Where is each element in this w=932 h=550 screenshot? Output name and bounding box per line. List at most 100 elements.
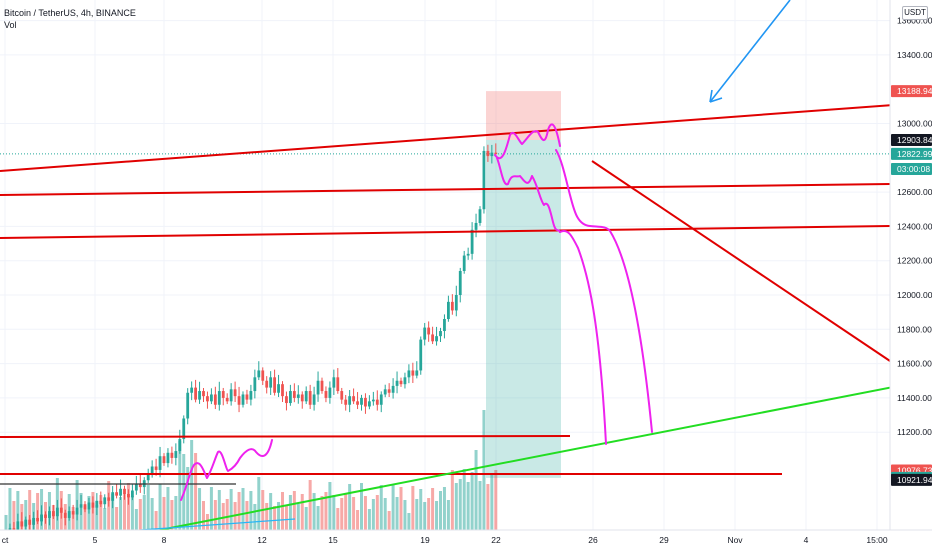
volume-bar-42 xyxy=(170,500,174,530)
descending-trendline xyxy=(591,160,894,364)
candle-body-24 xyxy=(99,500,103,505)
volume-bar-122 xyxy=(486,484,490,530)
volume-bar-117 xyxy=(466,482,470,530)
time-tick-label-10: 4 xyxy=(804,535,809,545)
candle-body-69 xyxy=(277,384,280,393)
candle-body-40 xyxy=(162,456,166,464)
volume-bar-88 xyxy=(352,497,356,530)
price-tags: 13188.94 12903.84 12822.99 03:00:08 10976.73… xyxy=(891,85,932,486)
resistance-line-1 xyxy=(0,183,894,196)
candle-body-78 xyxy=(312,394,316,405)
candle-body-22 xyxy=(91,502,95,508)
candle-body-30 xyxy=(123,488,126,494)
candle-body-107 xyxy=(427,327,431,335)
candle-body-18 xyxy=(75,507,79,515)
candle-body-118 xyxy=(470,229,474,254)
volume-bar-94 xyxy=(375,495,379,530)
candle-body-113 xyxy=(450,301,454,311)
time-axis[interactable]: ct 5 8 12 15 19 22 26 29 Nov 4 15:00 xyxy=(0,529,932,550)
volume-bar-113 xyxy=(450,470,454,530)
volume-indicator-label[interactable]: Vol xyxy=(4,20,17,30)
volume-bar-83 xyxy=(332,495,336,530)
candle-body-119 xyxy=(474,222,478,230)
price-tag-label-1: 12903.84 xyxy=(897,135,932,145)
price-tag-label-0: 13188.94 xyxy=(897,86,932,96)
candle-body-42 xyxy=(170,452,174,458)
volume-bar-71 xyxy=(284,505,288,530)
volume-bar-36 xyxy=(146,485,150,530)
currency-button[interactable]: USDT xyxy=(902,6,928,20)
candle-body-104 xyxy=(415,370,419,376)
candle-body-32 xyxy=(131,490,134,498)
volume-bar-80 xyxy=(320,496,324,530)
volume-bar-59 xyxy=(237,492,241,530)
candle-body-82 xyxy=(328,387,332,398)
price-tag-label-3: 03:00:08 xyxy=(897,164,930,174)
take-profit-zone xyxy=(486,139,561,478)
small-blue-line xyxy=(139,518,296,531)
volume-bar-98 xyxy=(391,484,395,530)
volume-bar-103 xyxy=(411,486,415,530)
candle-body-36 xyxy=(146,473,150,481)
blue-arrow-shaft xyxy=(709,0,791,103)
candle-body-122 xyxy=(486,150,490,157)
candle-body-120 xyxy=(478,209,482,223)
volume-bar-110 xyxy=(439,491,442,530)
candle-body-54 xyxy=(217,391,221,405)
price-axis[interactable]: 13600.00 13400.00 13000.00 12600.00 12400.00… xyxy=(889,0,932,530)
candle-body-61 xyxy=(245,394,249,400)
volume-bar-33 xyxy=(134,509,138,530)
volume-bar-115 xyxy=(458,479,462,530)
candle-body-87 xyxy=(348,396,352,405)
candle-body-77 xyxy=(308,391,312,405)
volume-bar-75 xyxy=(300,494,304,530)
volume-bar-91 xyxy=(363,496,367,530)
volume-bar-3 xyxy=(16,491,20,530)
volume-bar-34 xyxy=(138,499,142,530)
volume-bar-96 xyxy=(383,498,387,530)
candle-body-38 xyxy=(154,466,158,470)
time-tick-label-3: 12 xyxy=(257,535,267,545)
volume-bar-30 xyxy=(123,493,126,530)
candle-body-65 xyxy=(261,370,265,381)
volume-bar-104 xyxy=(415,499,419,530)
candle-body-58 xyxy=(233,389,237,397)
candle-body-50 xyxy=(202,391,205,397)
candle-body-114 xyxy=(454,295,458,311)
candle-body-62 xyxy=(249,391,253,400)
time-tick-label-2: 8 xyxy=(162,535,167,545)
candle-body-72 xyxy=(289,391,292,404)
candle-body-17 xyxy=(71,511,75,515)
candle-body-11 xyxy=(48,511,51,518)
short-position-box[interactable] xyxy=(0,91,890,478)
candle-body-89 xyxy=(356,401,359,405)
candle-body-5 xyxy=(24,519,28,527)
candle-body-103 xyxy=(411,370,415,376)
volume-bar-38 xyxy=(154,511,158,530)
symbol-title[interactable]: Bitcoin / TetherUS, 4h, BINANCE xyxy=(4,8,136,18)
candle-body-97 xyxy=(387,389,391,393)
volume-bar-108 xyxy=(431,488,435,530)
price-tick-label-8: 11600.00 xyxy=(897,359,932,369)
drawings[interactable] xyxy=(0,0,894,531)
price-tick-label-7: 11800.00 xyxy=(897,324,932,334)
volume-bar-67 xyxy=(269,493,273,530)
volume-bar-55 xyxy=(221,503,225,530)
candle-body-74 xyxy=(296,394,300,398)
volume-bar-1 xyxy=(8,488,12,530)
candle-body-83 xyxy=(332,377,336,388)
volume-bar-35 xyxy=(142,495,146,530)
price-tick-label-3: 12600.00 xyxy=(897,187,932,197)
candle-body-96 xyxy=(383,389,387,395)
volume-bar-82 xyxy=(328,482,332,530)
candle-body-34 xyxy=(138,483,142,488)
candle-body-76 xyxy=(304,391,308,402)
candle-body-115 xyxy=(458,270,462,295)
candle-body-60 xyxy=(241,394,245,405)
volume-bar-28 xyxy=(115,507,119,530)
candle-body-27 xyxy=(111,492,115,501)
candle-body-85 xyxy=(340,391,344,400)
candle-body-95 xyxy=(379,394,383,405)
volume-bar-101 xyxy=(403,500,407,530)
